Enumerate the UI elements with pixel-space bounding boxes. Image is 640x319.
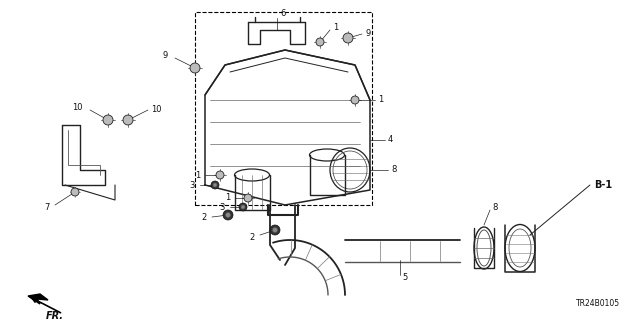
Text: 7: 7 [45,204,50,212]
Text: 9: 9 [163,51,168,61]
Circle shape [71,188,79,196]
Text: 1: 1 [225,194,230,203]
Text: 8: 8 [391,166,396,174]
Text: 4: 4 [388,136,393,145]
Text: 1: 1 [333,24,339,33]
Circle shape [123,115,133,125]
Circle shape [241,205,245,209]
Text: 1: 1 [195,170,200,180]
Text: 10: 10 [151,105,161,114]
Circle shape [190,63,200,73]
Text: FR.: FR. [46,311,64,319]
Text: 3: 3 [220,203,225,211]
Text: 5: 5 [402,273,407,283]
Circle shape [103,115,113,125]
Text: 3: 3 [189,181,195,189]
Text: 2: 2 [202,213,207,222]
Text: B-1: B-1 [594,180,612,190]
Circle shape [216,171,224,179]
Text: TR24B0105: TR24B0105 [576,299,620,308]
Text: 1: 1 [378,95,383,105]
Bar [195,12,372,205]
Circle shape [351,96,359,104]
Text: 10: 10 [72,103,83,113]
Text: 6: 6 [280,10,285,19]
Circle shape [316,38,324,46]
Text: 8: 8 [492,203,497,211]
Circle shape [273,227,278,233]
Circle shape [244,194,252,202]
Circle shape [343,33,353,43]
Text: 9: 9 [365,28,371,38]
Circle shape [211,181,219,189]
Polygon shape [28,294,48,304]
Circle shape [223,210,233,220]
Circle shape [270,225,280,235]
Text: 2: 2 [250,233,255,241]
Circle shape [213,183,217,187]
Circle shape [239,203,247,211]
Circle shape [225,212,230,218]
